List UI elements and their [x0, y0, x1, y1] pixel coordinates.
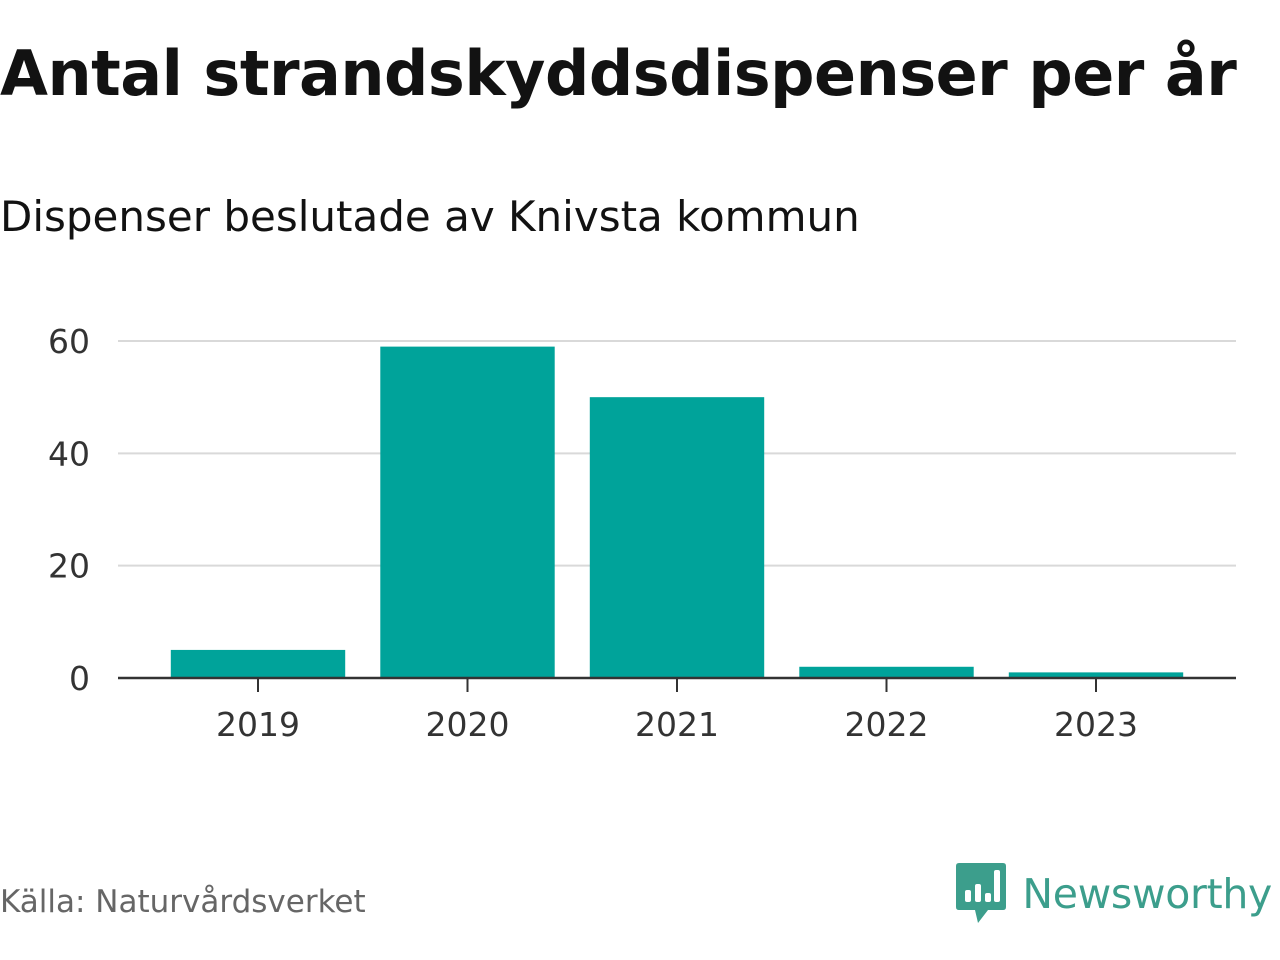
y-tick-label: 20 — [48, 547, 90, 586]
x-tick-label: 2022 — [845, 705, 929, 744]
brand-name: Newsworthy — [1022, 870, 1272, 918]
axis-labels: 0 20 40 60 2019 2020 2021 2022 2023 — [48, 322, 1138, 744]
y-tick-label: 0 — [69, 659, 90, 698]
x-tick-label: 2021 — [635, 705, 719, 744]
source-note: Källa: Naturvårdsverket — [0, 884, 366, 920]
bars — [170, 346, 1184, 678]
bar-chart: 0 20 40 60 2019 2020 2021 2022 2023 — [48, 322, 1236, 744]
bar-2020 — [380, 346, 555, 678]
bar-2021 — [589, 397, 765, 678]
bar-2023 — [1008, 672, 1184, 678]
x-tick-label: 2023 — [1054, 705, 1138, 744]
chart-title: Antal strandskyddsdispenser per år — [0, 37, 1237, 110]
x-tick-label: 2020 — [426, 705, 510, 744]
y-tick-label: 40 — [48, 434, 90, 473]
brand: Newsworthy — [956, 862, 1272, 926]
x-tick-label: 2019 — [216, 705, 300, 744]
bar-2019 — [170, 649, 346, 678]
newsworthy-logo-icon — [956, 863, 1007, 923]
bar-2022 — [799, 666, 974, 678]
y-tick-label: 60 — [48, 322, 90, 361]
chart-subtitle: Dispenser beslutade av Knivsta kommun — [0, 192, 860, 241]
x-axis — [118, 676, 1236, 692]
